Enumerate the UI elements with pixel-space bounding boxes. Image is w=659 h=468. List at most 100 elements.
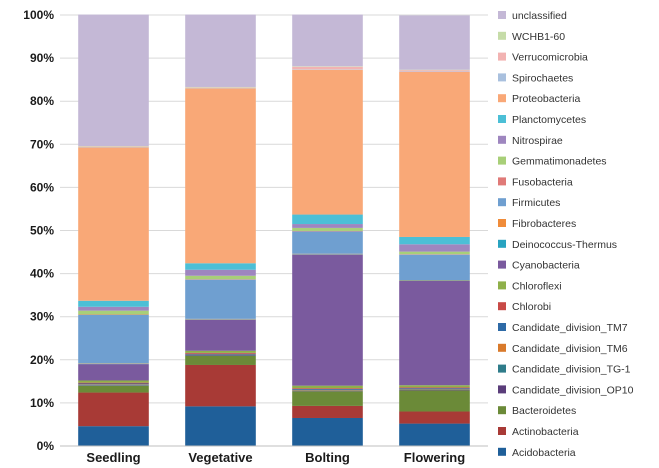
y-tick-label: 10% (30, 396, 54, 410)
legend-swatch (498, 260, 506, 269)
bar-segment (399, 385, 470, 388)
bar-segment (185, 263, 256, 270)
bar-segment (399, 15, 470, 70)
bar-segment (292, 388, 363, 390)
y-tick-label: 50% (30, 224, 54, 238)
legend-swatch (498, 115, 506, 123)
legend-label: Deinococcus-Thermus (512, 239, 617, 251)
legend-label: Gemmatimonadetes (512, 156, 607, 168)
legend-swatch (498, 343, 506, 352)
bar-segment (399, 71, 470, 237)
legend-swatch (498, 11, 506, 19)
bar-segment (78, 14, 149, 147)
legend-label: Candidate_division_OP10 (512, 384, 634, 396)
bar-segment (292, 385, 363, 389)
bar-segment (78, 310, 149, 315)
bar-segment (399, 388, 470, 390)
bar-segment (399, 423, 470, 446)
legend-label: Chlorobi (512, 301, 551, 313)
legend-label: Candidate_division_TG-1 (512, 364, 631, 376)
legend-label: Verrucomicrobia (512, 52, 588, 64)
legend-swatch (498, 177, 506, 186)
bar-segment (292, 214, 363, 225)
x-tick-label: Bolting (305, 450, 350, 465)
legend-label: Bacteroidetes (512, 405, 576, 417)
bar-segment (78, 314, 149, 364)
bar-segment (185, 364, 256, 407)
legend-label: Firmicutes (512, 197, 560, 209)
bar-segment (185, 353, 256, 355)
bar-segment (292, 69, 363, 215)
legend-label: Candidate_division_TM7 (512, 322, 628, 334)
bar-segment (399, 411, 470, 424)
y-tick-label: 20% (30, 353, 54, 367)
bar-segment (185, 275, 256, 280)
x-axis: Seedling Vegetative Bolting Flowering (60, 445, 488, 465)
bar-segment (292, 391, 363, 406)
legend-label: Fibrobacteres (512, 218, 576, 230)
legend-swatch (498, 323, 506, 331)
bar-segment (399, 387, 470, 389)
legend-swatch (498, 52, 506, 61)
legend-swatch (498, 135, 506, 144)
legend-label: Nitrospirae (512, 135, 563, 147)
bar-segment (399, 70, 470, 72)
bar-segment (292, 417, 363, 446)
legend-label: WCHB1-60 (512, 31, 565, 43)
y-tick-label: 100% (23, 8, 54, 22)
legend-label: Candidate_division_TM6 (512, 343, 628, 355)
bars (78, 14, 470, 446)
y-tick-label: 70% (30, 137, 54, 151)
legend-label: Planctomycetes (512, 114, 586, 126)
legend-swatch (498, 94, 506, 103)
bar-segment (78, 300, 149, 307)
legend-label: Acidobacteria (512, 447, 576, 459)
bar-segment (78, 306, 149, 311)
legend-label: Actinobacteria (512, 426, 579, 438)
bar-segment (185, 319, 256, 351)
legend: unclassified WCHB1-60 Verrucomicrobia Spiro… (498, 10, 634, 459)
y-tick-label: 90% (30, 51, 54, 65)
y-tick-label: 80% (30, 94, 54, 108)
bar-segment (78, 426, 149, 446)
bar-segment (399, 244, 470, 252)
bar-segment (185, 269, 256, 276)
legend-label: Chloroflexi (512, 280, 562, 292)
legend-label: Cyanobacteria (512, 260, 580, 272)
bar-segment (78, 392, 149, 427)
legend-swatch (498, 364, 506, 373)
legend-swatch (498, 31, 506, 40)
bar-segment (185, 352, 256, 354)
y-tick-label: 0% (37, 439, 55, 453)
legend-label: Spirochaetes (512, 72, 573, 84)
legend-swatch (498, 385, 506, 394)
y-tick-label: 40% (30, 267, 54, 281)
bar-segment (78, 385, 149, 393)
legend-swatch (498, 156, 506, 165)
bar-segment (185, 279, 256, 319)
legend-swatch (498, 198, 506, 207)
legend-swatch (498, 219, 506, 227)
legend-swatch (498, 447, 506, 456)
bar-segment (399, 280, 470, 386)
bar-segment (78, 380, 149, 383)
bar-segment (185, 350, 256, 353)
y-tick-label: 30% (30, 310, 54, 324)
bar-segment (78, 382, 149, 384)
bar-segment (399, 236, 470, 245)
bar-segment (185, 406, 256, 446)
y-axis: 0% 10% 20% 30% 40% 50% 60% 70% 80% 90% 100% (23, 8, 54, 453)
legend-swatch (498, 281, 506, 290)
bar-segment (399, 254, 470, 281)
x-tick-label: Flowering (404, 450, 465, 465)
bar-segment (185, 88, 256, 264)
bar-segment (292, 224, 363, 228)
legend-swatch (498, 427, 506, 435)
bar-segment (292, 405, 363, 418)
y-tick-label: 60% (30, 180, 54, 194)
legend-swatch (498, 73, 506, 82)
bar-segment (399, 251, 470, 255)
bar-segment (292, 254, 363, 386)
bar-segment (292, 66, 363, 70)
